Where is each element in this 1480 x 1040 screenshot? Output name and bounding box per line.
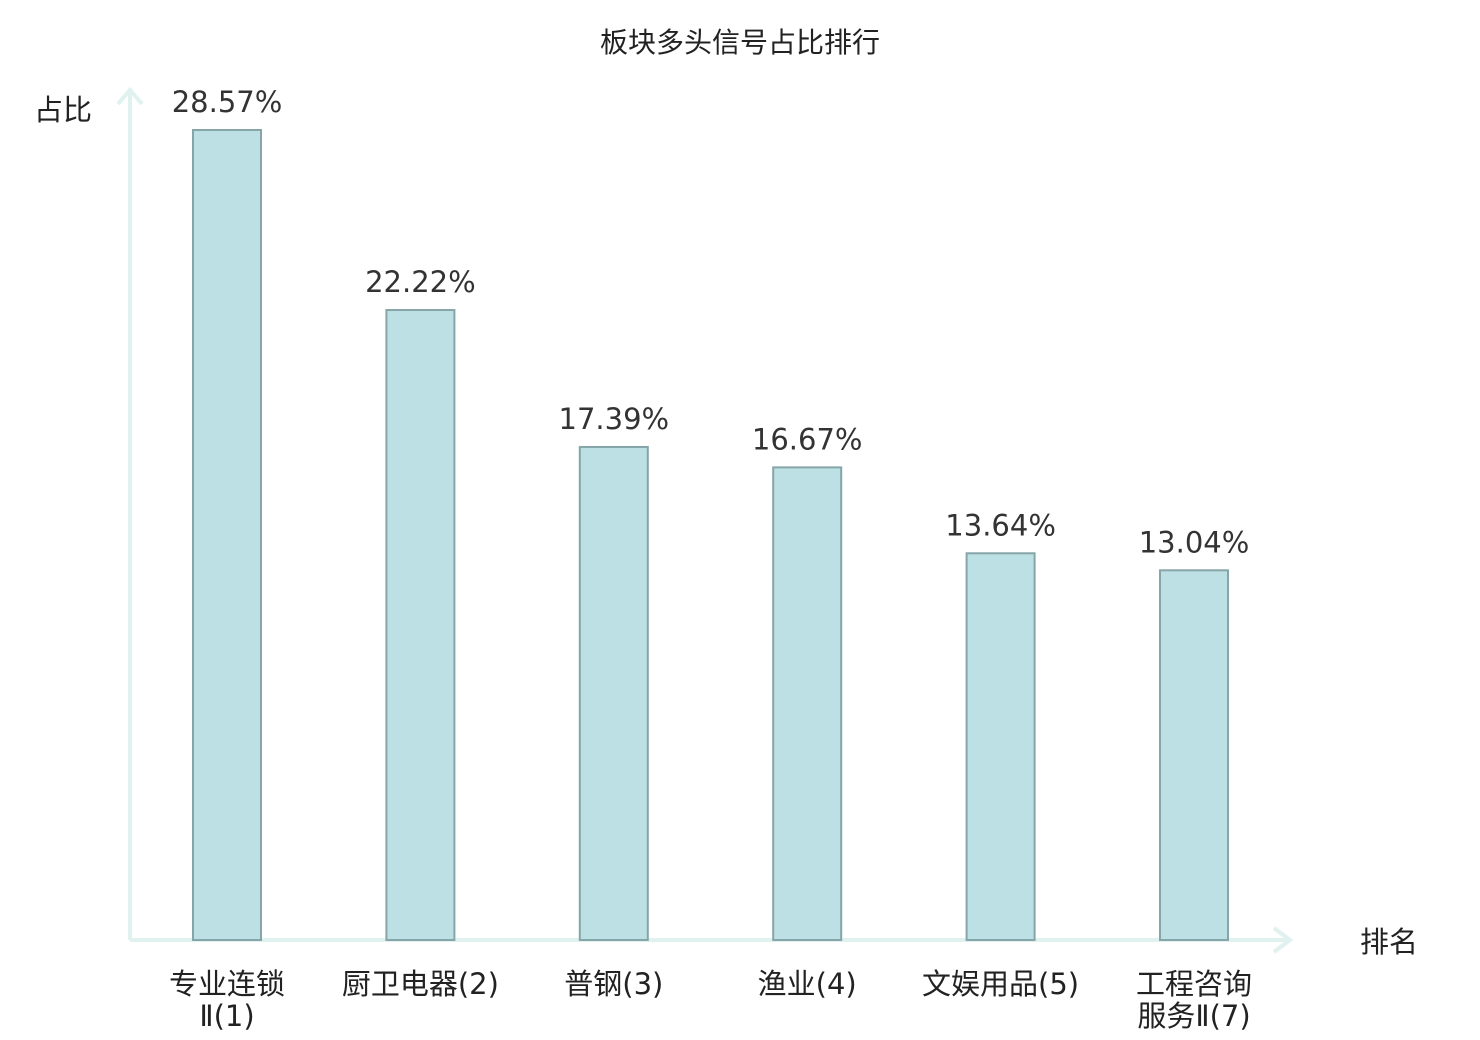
axes	[116, 86, 1294, 954]
data-label: 13.64%	[945, 508, 1056, 542]
bar	[385, 309, 456, 941]
bar	[772, 466, 843, 941]
bar	[578, 445, 649, 941]
x-tick-label: 普钢(3)	[564, 967, 663, 1001]
x-tick-label: 专业连锁	[169, 967, 285, 1001]
data-label: 22.22%	[365, 265, 476, 299]
x-tick-label: Ⅱ(1)	[199, 999, 254, 1033]
x-tick-label: 工程咨询	[1136, 967, 1252, 1001]
data-label: 16.67%	[752, 422, 863, 456]
x-tick-label: 渔业(4)	[758, 967, 857, 1001]
bar	[1159, 569, 1229, 941]
chart-title: 板块多头信号占比排行	[600, 26, 880, 59]
y-axis-arrow	[116, 86, 144, 106]
data-label: 28.57%	[172, 85, 283, 119]
data-label: 13.04%	[1139, 525, 1250, 559]
x-tick-label: 文娱用品(5)	[922, 967, 1079, 1001]
bar	[192, 129, 262, 941]
x-axis-label: 排名	[1360, 925, 1418, 959]
data-label: 17.39%	[559, 402, 670, 436]
bar	[965, 552, 1036, 942]
y-axis-label: 占比	[34, 93, 92, 127]
x-tick-label: 服务Ⅱ(7)	[1137, 999, 1250, 1033]
x-axis-arrow	[1272, 926, 1294, 954]
x-tick-label: 厨卫电器(2)	[342, 967, 499, 1001]
